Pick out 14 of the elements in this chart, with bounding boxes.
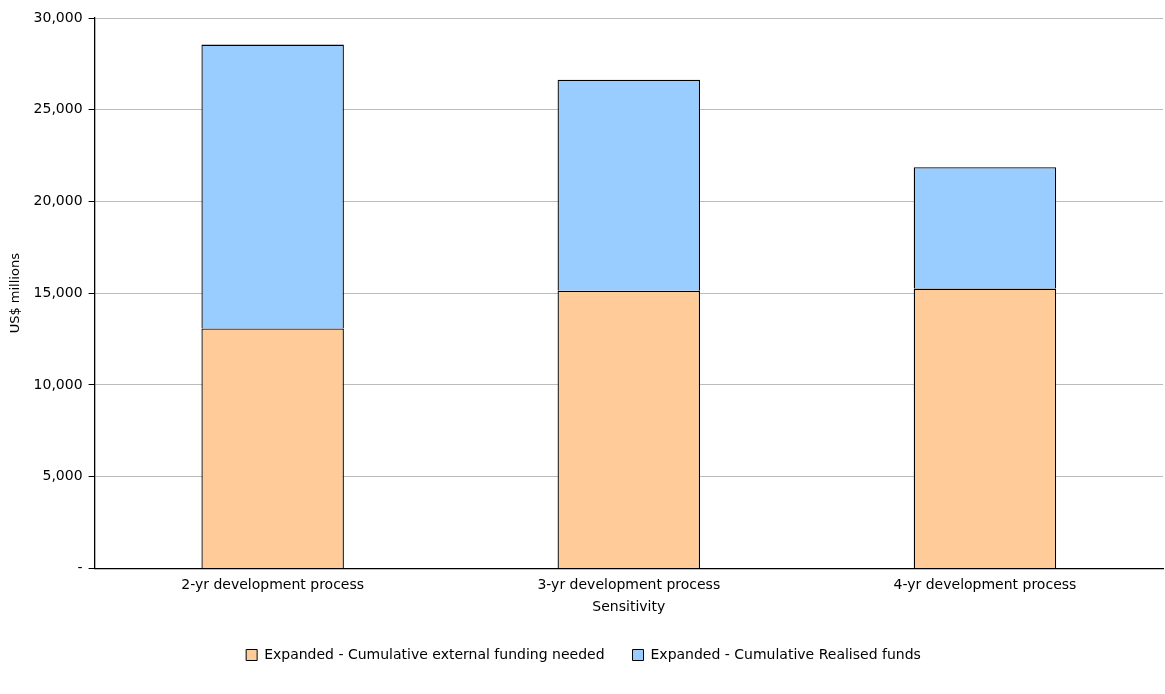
y-tick-label: - xyxy=(77,559,83,576)
y-tick-label: 30,000 xyxy=(33,8,83,25)
y-tick-label: 5,000 xyxy=(42,467,83,484)
y-tick-label: 15,000 xyxy=(33,283,83,300)
x-tick-label: 4-yr development process xyxy=(893,576,1077,593)
x-axis-title: Sensitivity xyxy=(592,598,666,615)
y-tick-label: 20,000 xyxy=(33,192,83,209)
y-tick-label: 10,000 xyxy=(33,375,83,392)
y-tick-label: 25,000 xyxy=(33,100,83,117)
x-tick-label: 2-yr development process xyxy=(181,576,365,593)
legend-label: Expanded - Cumulative external funding needed xyxy=(264,645,605,662)
x-tick-label: 3-yr development process xyxy=(537,576,721,593)
y-axis-title: US$ millions xyxy=(7,252,23,334)
legend-label: Expanded - Cumulative Realised funds xyxy=(650,645,921,662)
